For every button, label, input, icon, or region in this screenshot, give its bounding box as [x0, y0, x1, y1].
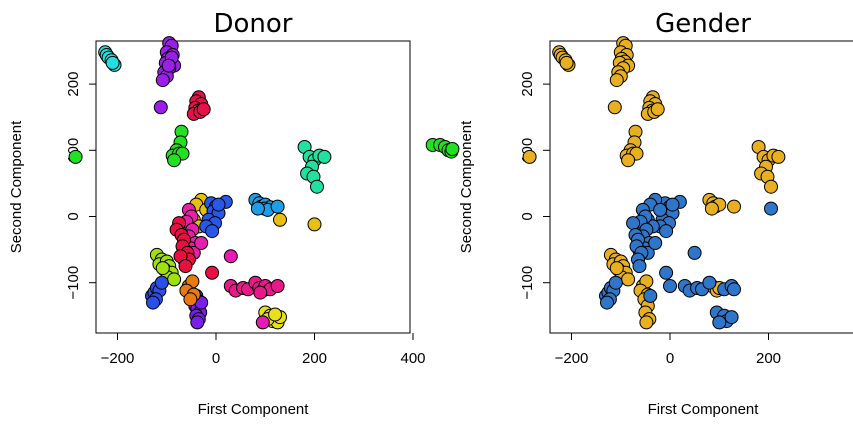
- scatter-point: [196, 102, 211, 117]
- scatter-point: [621, 272, 636, 287]
- scatter-point: [205, 224, 220, 239]
- scatter-point: [607, 100, 622, 115]
- scatter-point: [764, 179, 778, 194]
- scatter-point: [659, 265, 674, 280]
- x-tick-label: 0: [212, 350, 220, 367]
- gender-plot-frame: [549, 40, 853, 334]
- donor-y-axis-label: Second Component: [8, 120, 25, 253]
- y-tick-label: 200: [519, 72, 536, 97]
- scatter-point: [445, 142, 460, 156]
- gender-x-axis-label: First Component: [648, 401, 760, 418]
- scatter-point: [687, 245, 702, 260]
- scatter-point: [643, 288, 658, 303]
- scatter-point: [702, 275, 717, 290]
- y-tick-label: −100: [519, 266, 536, 300]
- scatter-point: [648, 236, 663, 250]
- donor-panel: Donor First Component Second Component −…: [8, 9, 460, 418]
- scatter-point: [764, 201, 778, 216]
- scatter-point: [178, 259, 193, 274]
- y-tick-label: 0: [65, 212, 82, 220]
- scatter-point: [161, 58, 176, 73]
- scatter-point: [211, 197, 226, 212]
- scatter-point: [712, 315, 727, 330]
- x-tick-label: −200: [555, 350, 589, 367]
- scatter-point: [194, 236, 209, 250]
- scatter-point: [600, 295, 614, 310]
- scatter-point: [167, 272, 182, 287]
- scatter-point: [727, 199, 741, 214]
- scatter-point: [154, 275, 169, 290]
- scatter-point: [317, 149, 332, 164]
- x-tick-label: 400: [400, 350, 425, 367]
- scatter-point: [253, 285, 268, 300]
- scatter-point: [223, 249, 238, 264]
- scatter-point: [270, 279, 285, 293]
- scatter-point: [307, 217, 322, 232]
- scatter-point: [270, 199, 285, 214]
- scatter-point: [255, 315, 270, 330]
- scatter-point: [727, 282, 741, 297]
- scatter-point: [105, 55, 120, 70]
- scatter-point: [626, 216, 641, 231]
- y-tick-label: 0: [519, 212, 536, 220]
- x-tick-label: 200: [302, 350, 327, 367]
- scatter-point: [609, 261, 624, 276]
- scatter-point: [273, 212, 287, 227]
- scatter-point: [653, 202, 668, 217]
- y-tick-label: 200: [65, 72, 82, 97]
- scatter-point: [771, 149, 786, 164]
- x-tick-label: 0: [666, 350, 674, 367]
- y-tick-label: −100: [65, 266, 82, 300]
- donor-x-axis-label: First Component: [198, 401, 310, 418]
- scatter-point: [559, 55, 574, 70]
- scatter-point: [68, 149, 83, 164]
- scatter-point: [650, 102, 665, 117]
- scatter-point: [663, 279, 677, 293]
- scatter-point: [639, 315, 654, 330]
- donor-plot-frame: [95, 40, 411, 334]
- x-tick-label: 200: [756, 350, 781, 367]
- scatter-point: [190, 315, 205, 330]
- donor-points: [68, 36, 460, 330]
- gender-chart-title: Gender: [655, 9, 751, 39]
- scatter-point: [522, 149, 537, 164]
- donor-chart-title: Donor: [213, 9, 292, 39]
- scatter-point: [146, 295, 160, 310]
- scatter-point: [155, 73, 170, 88]
- scatter-point: [608, 275, 623, 290]
- scatter-point: [665, 197, 680, 212]
- scatter-point: [621, 153, 636, 168]
- x-tick-label: −200: [101, 350, 135, 367]
- gender-y-axis-label: Second Component: [458, 120, 475, 253]
- scatter-point: [659, 224, 674, 239]
- scatter-point: [250, 201, 265, 216]
- gender-points: [522, 36, 786, 330]
- scatter-point: [310, 179, 324, 194]
- scatter-point: [609, 73, 624, 88]
- scatter-point: [268, 307, 283, 322]
- gender-panel: Gender First Component Second Component …: [458, 9, 853, 418]
- scatter-point: [167, 153, 182, 168]
- scatter-point: [724, 310, 739, 325]
- scatter-point: [704, 201, 719, 216]
- scatter-point: [205, 265, 220, 280]
- scatter-point: [183, 292, 198, 307]
- scatter-point: [153, 100, 168, 115]
- scatter-point: [632, 259, 647, 274]
- scatter-point: [155, 261, 170, 276]
